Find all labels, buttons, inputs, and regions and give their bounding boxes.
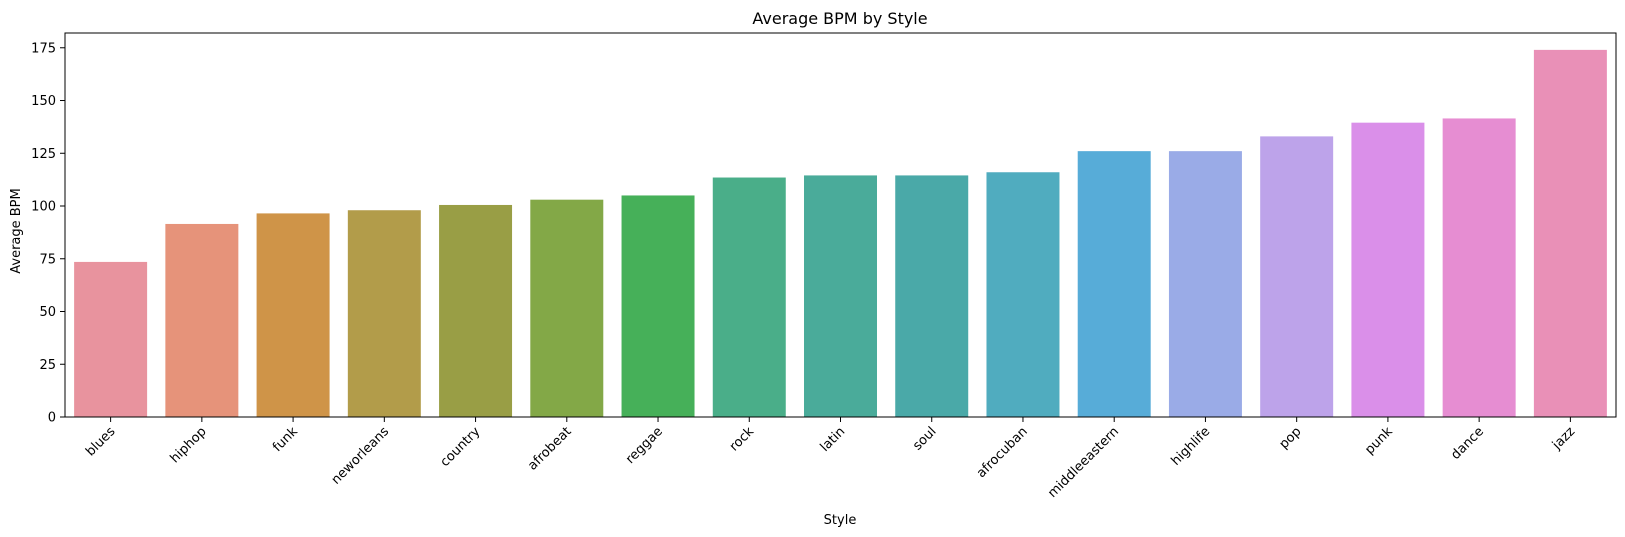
x-tick-label: jazz xyxy=(1549,424,1578,453)
x-tick-label: blues xyxy=(83,424,118,459)
bar-rock xyxy=(712,177,786,417)
bar-neworleans xyxy=(347,210,421,417)
x-tick-label: dance xyxy=(1448,424,1487,463)
chart-title: Average BPM by Style xyxy=(752,9,927,28)
y-tick-label: 25 xyxy=(39,358,56,373)
y-tick-label: 175 xyxy=(31,41,56,56)
x-axis-label: Style xyxy=(824,513,857,528)
x-tick-label: highlife xyxy=(1169,424,1214,469)
x-tick-label: middleeastern xyxy=(1045,424,1122,501)
bar-highlife xyxy=(1168,151,1242,417)
x-tick-label: rock xyxy=(727,424,758,455)
plot-area: 0 25 50 75 100 125 150 175 blues hiphop funk neworl… xyxy=(31,32,1617,501)
y-tick-label: 0 xyxy=(48,411,56,426)
y-tick-label: 125 xyxy=(31,147,56,162)
x-tick-label: reggae xyxy=(623,424,666,467)
bar-middleeastern xyxy=(1077,151,1151,417)
y-tick-label: 75 xyxy=(39,252,56,267)
bar-blues xyxy=(74,261,148,417)
bar-latin xyxy=(804,175,877,417)
bar-country xyxy=(439,204,513,417)
bar-dance xyxy=(1442,118,1516,417)
bar-pop xyxy=(1260,136,1334,417)
x-tick-label: afrocuban xyxy=(974,424,1031,481)
y-tick-label: 150 xyxy=(31,94,56,109)
y-axis-label: Average BPM xyxy=(9,188,24,274)
y-tick-label: 100 xyxy=(31,200,56,215)
bar-reggae xyxy=(621,195,695,417)
bar-afrobeat xyxy=(530,199,604,417)
x-tick-label: hiphop xyxy=(168,424,210,466)
x-tick-label: afrobeat xyxy=(525,424,574,473)
x-tick-label: punk xyxy=(1362,424,1396,458)
bar-soul xyxy=(895,175,969,417)
x-tick-label: soul xyxy=(910,424,939,453)
bar-funk xyxy=(256,213,330,417)
x-tick-label: country xyxy=(438,424,484,470)
bar-jazz xyxy=(1533,49,1607,417)
x-tick-label: pop xyxy=(1277,424,1305,452)
x-tick-label: latin xyxy=(818,424,849,455)
y-tick-label: 50 xyxy=(39,305,56,320)
bar-afrocuban xyxy=(986,172,1060,417)
x-tick-label: funk xyxy=(270,424,301,455)
bar-hiphop xyxy=(165,223,239,417)
x-tick-label: neworleans xyxy=(329,424,393,488)
bar-punk xyxy=(1351,122,1425,418)
